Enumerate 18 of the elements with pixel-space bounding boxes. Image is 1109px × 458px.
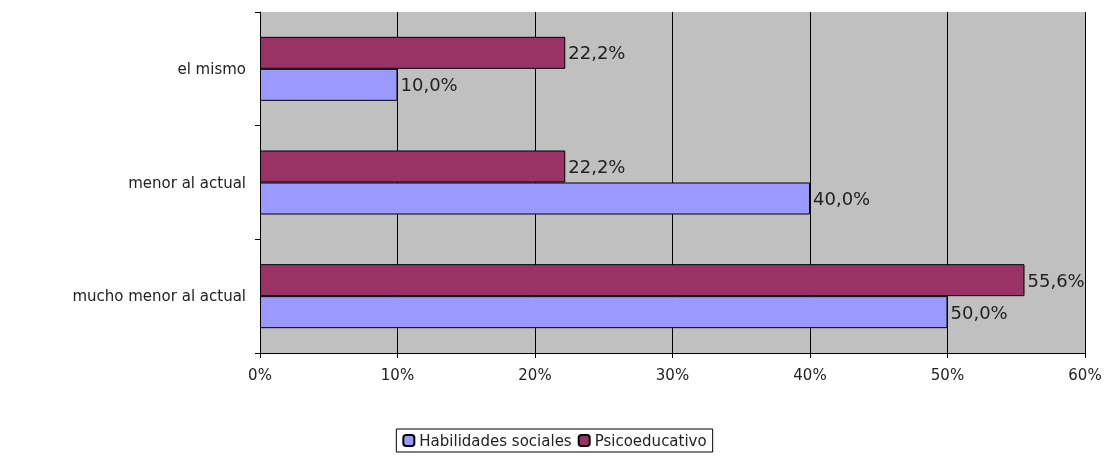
x-tick-label: 50%	[930, 365, 965, 384]
legend-label: Habilidades sociales	[419, 431, 572, 450]
legend-label: Psicoeducativo	[594, 431, 707, 450]
y-tick-label: mucho menor al actual	[72, 287, 246, 306]
x-tick-label: 0%	[248, 365, 272, 384]
x-tick-label: 60%	[1068, 365, 1102, 384]
y-tick-label: el mismo	[177, 59, 246, 78]
data-label: 40,0%	[813, 188, 871, 209]
data-label: 50,0%	[950, 301, 1008, 323]
x-tick-label: 40%	[793, 365, 827, 384]
x-tick-label: 10%	[380, 365, 415, 384]
data-label: 22,2%	[568, 156, 626, 177]
y-tick-label: menor al actual	[128, 173, 246, 192]
x-tick-label: 30%	[655, 365, 690, 384]
data-label: 55,6%	[1027, 269, 1085, 291]
data-label: 10,0%	[400, 74, 458, 96]
data-label: 22,2%	[568, 42, 626, 64]
x-tick-label: 20%	[518, 365, 552, 384]
